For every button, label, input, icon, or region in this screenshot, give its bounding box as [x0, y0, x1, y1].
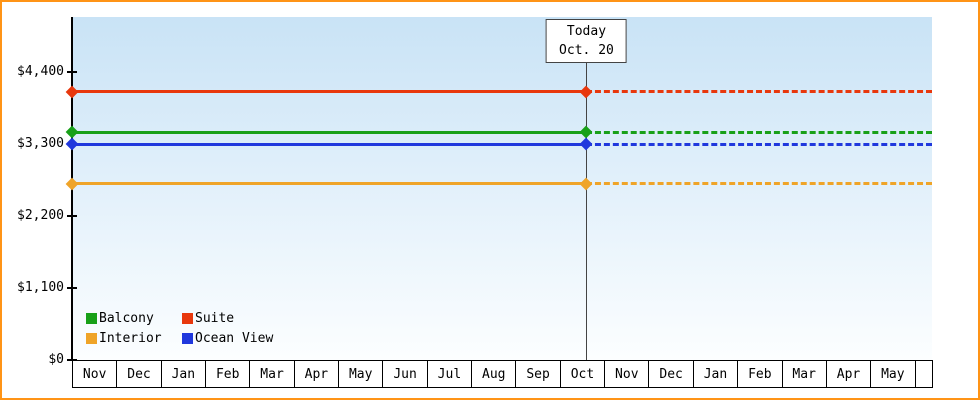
legend: Balcony Suite Interior Ocean View [86, 311, 273, 346]
x-axis-month-cell: May [871, 360, 916, 388]
x-axis-month-cell: Nov [605, 360, 650, 388]
x-axis-month-cell: May [339, 360, 384, 388]
series-line-balcony [72, 130, 587, 134]
legend-item-suite: Suite [182, 311, 273, 326]
x-axis-month-cell: Mar [250, 360, 295, 388]
legend-swatch-balcony [86, 313, 97, 324]
x-axis-month-cell: Feb [738, 360, 783, 388]
legend-item-balcony: Balcony [86, 311, 182, 326]
y-axis-tick-mark [67, 71, 77, 73]
legend-swatch-interior [86, 333, 97, 344]
x-axis-month-cell: Mar [782, 360, 827, 388]
x-axis-month-cell: Apr [294, 360, 340, 388]
x-axis-month-cell: Apr [826, 360, 872, 388]
legend-label-interior: Interior [99, 331, 162, 346]
series-forecast-line-interior [586, 182, 932, 186]
y-axis-tick-label: $0 [48, 352, 64, 367]
legend-label-suite: Suite [195, 311, 235, 326]
y-axis-tick-label: $1,100 [17, 280, 64, 295]
today-label-line1: Today [566, 24, 607, 39]
x-axis-month-cell: Dec [117, 360, 162, 388]
y-axis-tick-label: $4,400 [17, 64, 64, 79]
y-axis-tick-label: $2,200 [17, 208, 64, 223]
today-vertical-line [586, 59, 588, 360]
legend-item-ocean-view: Ocean View [182, 331, 273, 346]
x-axis-month-cell: Feb [206, 360, 251, 388]
today-label-box: Today Oct. 20 [546, 19, 627, 63]
y-axis-tick-label: $3,300 [17, 136, 64, 151]
y-axis-tick-mark [67, 287, 77, 289]
x-axis-month-cell: Jun [383, 360, 428, 388]
x-axis-month-cell: Dec [649, 360, 694, 388]
series-forecast-line-balcony [586, 130, 932, 134]
x-axis-month-cell: Nov [73, 360, 118, 388]
series-forecast-line-suite [586, 90, 932, 94]
plot-area [72, 17, 932, 360]
x-axis-month-cell: Jul [427, 360, 473, 388]
series-line-suite [72, 90, 587, 94]
series-line-ocean-view [72, 142, 587, 146]
x-axis-filler-cell [915, 360, 933, 388]
legend-label-ocean-view: Ocean View [195, 331, 274, 346]
series-line-interior [72, 182, 587, 186]
x-axis-month-cell: Oct [560, 360, 606, 388]
legend-swatch-suite [182, 313, 193, 324]
series-forecast-line-ocean-view [586, 142, 932, 146]
x-axis-months: Nov Dec Jan Feb Mar Apr May Jun Jul Aug Sep Oct Nov D… [72, 360, 933, 388]
legend-label-balcony: Balcony [99, 311, 154, 326]
x-axis-month-cell: Sep [516, 360, 561, 388]
y-axis-tick-mark [67, 215, 77, 217]
x-axis-month-cell: Jan [693, 360, 739, 388]
x-axis-month-cell: Jan [161, 360, 207, 388]
today-label-line2: Oct. 20 [559, 43, 614, 58]
x-axis-month-cell: Aug [472, 360, 517, 388]
legend-swatch-ocean-view [182, 333, 193, 344]
legend-item-interior: Interior [86, 331, 182, 346]
